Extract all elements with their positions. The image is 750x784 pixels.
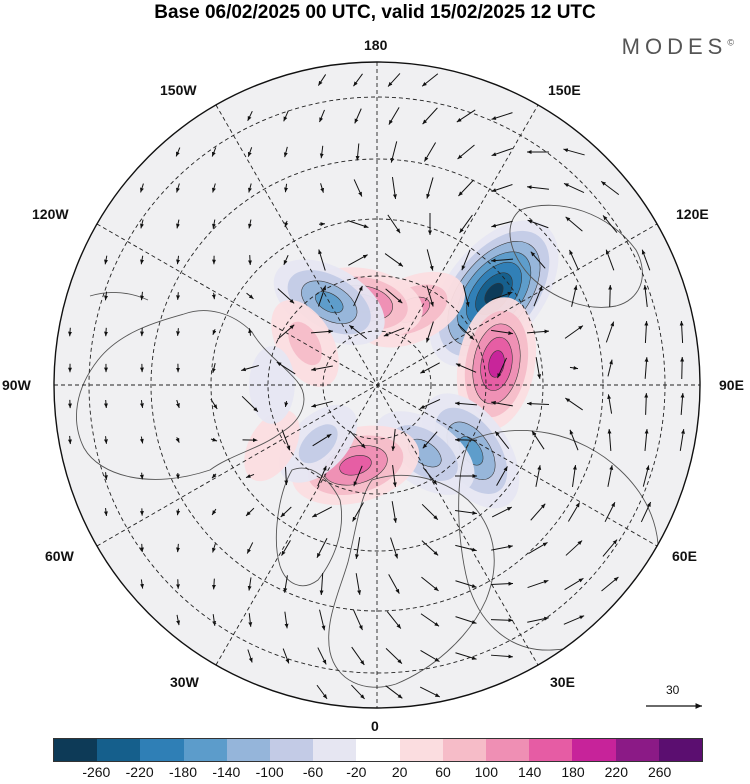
lon-label-150w: 150W [160, 82, 197, 98]
lon-label-120w: 120W [32, 206, 69, 222]
colorbar-tick-label: -260 [82, 764, 110, 780]
wind-vector [610, 285, 611, 307]
colorbar-tick-label: -60 [303, 764, 323, 780]
wind-vector [142, 544, 143, 552]
colorbar-tick-label: -140 [212, 764, 240, 780]
colorbar-tick-label: -180 [169, 764, 197, 780]
lon-label-30e: 30E [550, 674, 575, 690]
lon-label-150e: 150E [548, 82, 581, 98]
colorbar-swatch [270, 739, 313, 761]
colorbar-tick-label: -220 [126, 764, 154, 780]
colorbar-ticks: -260 -220 -180 -140 -100 -60 -20 20 60 100 140 180 2… [0, 764, 750, 784]
wind-vector [70, 436, 71, 444]
colorbar-swatch [659, 739, 702, 761]
wind-vector [106, 400, 107, 408]
lon-label-0: 0 [371, 718, 379, 734]
colorbar-tick-label: 140 [518, 764, 541, 780]
colorbar-swatch [184, 739, 227, 761]
wind-vector [178, 292, 179, 300]
colorbar-tick-label: 260 [648, 764, 671, 780]
map-disk [40, 50, 720, 730]
wind-vector [682, 357, 683, 379]
colorbar-swatch [529, 739, 572, 761]
colorbar-swatch [227, 739, 270, 761]
colorbar-tick-label: -20 [346, 764, 366, 780]
colorbar-tick-label: 20 [392, 764, 408, 780]
wind-vector [250, 255, 251, 265]
colorbar-swatch [443, 739, 486, 761]
colorbar-swatch [400, 739, 443, 761]
lon-label-60e: 60E [672, 548, 697, 564]
colorbar-tick-label: 220 [605, 764, 628, 780]
lon-label-30w: 30W [170, 674, 199, 690]
lon-label-90e: 90E [719, 377, 744, 393]
colorbar-swatch [313, 739, 356, 761]
colorbar-swatch [54, 739, 97, 761]
wind-vector [214, 579, 215, 590]
colorbar-swatch [572, 739, 615, 761]
wind-vector [106, 328, 107, 336]
colorbar-swatch [356, 739, 399, 761]
colorbar-tick-label: -100 [256, 764, 284, 780]
colorbar-swatch [97, 739, 140, 761]
colorbar-swatch [616, 739, 659, 761]
colorbar-swatch [486, 739, 529, 761]
colorbar-tick-label: 60 [435, 764, 451, 780]
lon-label-180: 180 [364, 37, 387, 53]
map-background [40, 50, 720, 730]
lon-label-90w: 90W [2, 377, 31, 393]
lon-label-120e: 120E [676, 206, 709, 222]
reference-vector-label: 30 [666, 683, 679, 697]
wind-vector [70, 328, 71, 337]
lon-label-60w: 60W [45, 548, 74, 564]
colorbar [53, 738, 703, 762]
colorbar-tick-label: 180 [561, 764, 584, 780]
colorbar-tick-label: 100 [475, 764, 498, 780]
colorbar-swatch [140, 739, 183, 761]
